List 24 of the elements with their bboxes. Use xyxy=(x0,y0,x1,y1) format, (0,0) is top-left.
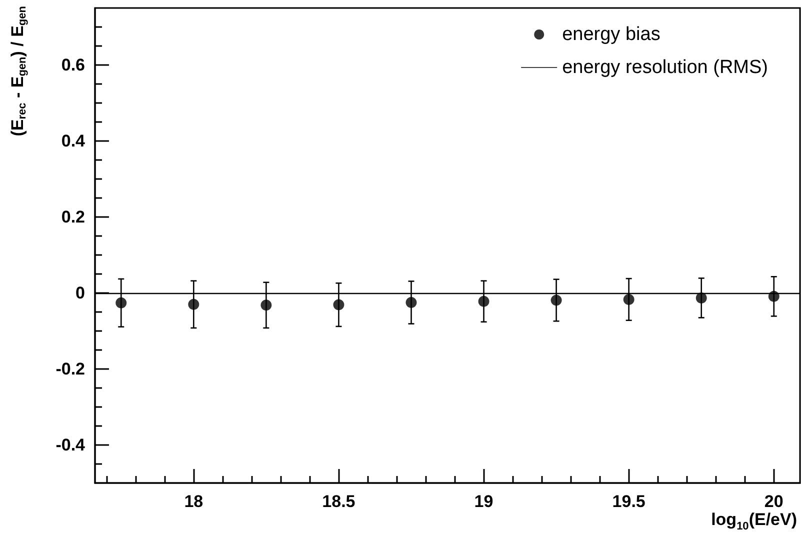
y-tick-label: 0 xyxy=(76,284,85,302)
x-tick-label: 18.5 xyxy=(322,492,356,511)
x-tick-label: 20 xyxy=(764,492,784,511)
x-tick-label: 19 xyxy=(474,492,494,511)
point xyxy=(406,297,417,308)
x-tick-label: 18 xyxy=(184,492,204,511)
point xyxy=(333,299,344,310)
point xyxy=(260,300,272,311)
point xyxy=(623,294,634,305)
point xyxy=(550,294,562,306)
legend-label: energy resolution (RMS) xyxy=(562,57,768,78)
y-tick-label: 0.6 xyxy=(61,56,85,74)
y-tick-label: -0.4 xyxy=(56,436,86,454)
point xyxy=(116,297,127,308)
y-tick-label: 0.4 xyxy=(61,132,86,150)
point xyxy=(188,298,200,310)
point xyxy=(696,292,707,304)
legend-label: energy bias xyxy=(562,24,660,45)
x-axis-title: log$_{10}$(E/eV) xyxy=(711,510,797,532)
y-tick-label: -0.2 xyxy=(56,360,85,378)
x-tick-label: 19.5 xyxy=(612,492,646,511)
point xyxy=(768,290,780,302)
y-tick-label: 0.2 xyxy=(61,208,85,226)
point xyxy=(478,296,490,307)
